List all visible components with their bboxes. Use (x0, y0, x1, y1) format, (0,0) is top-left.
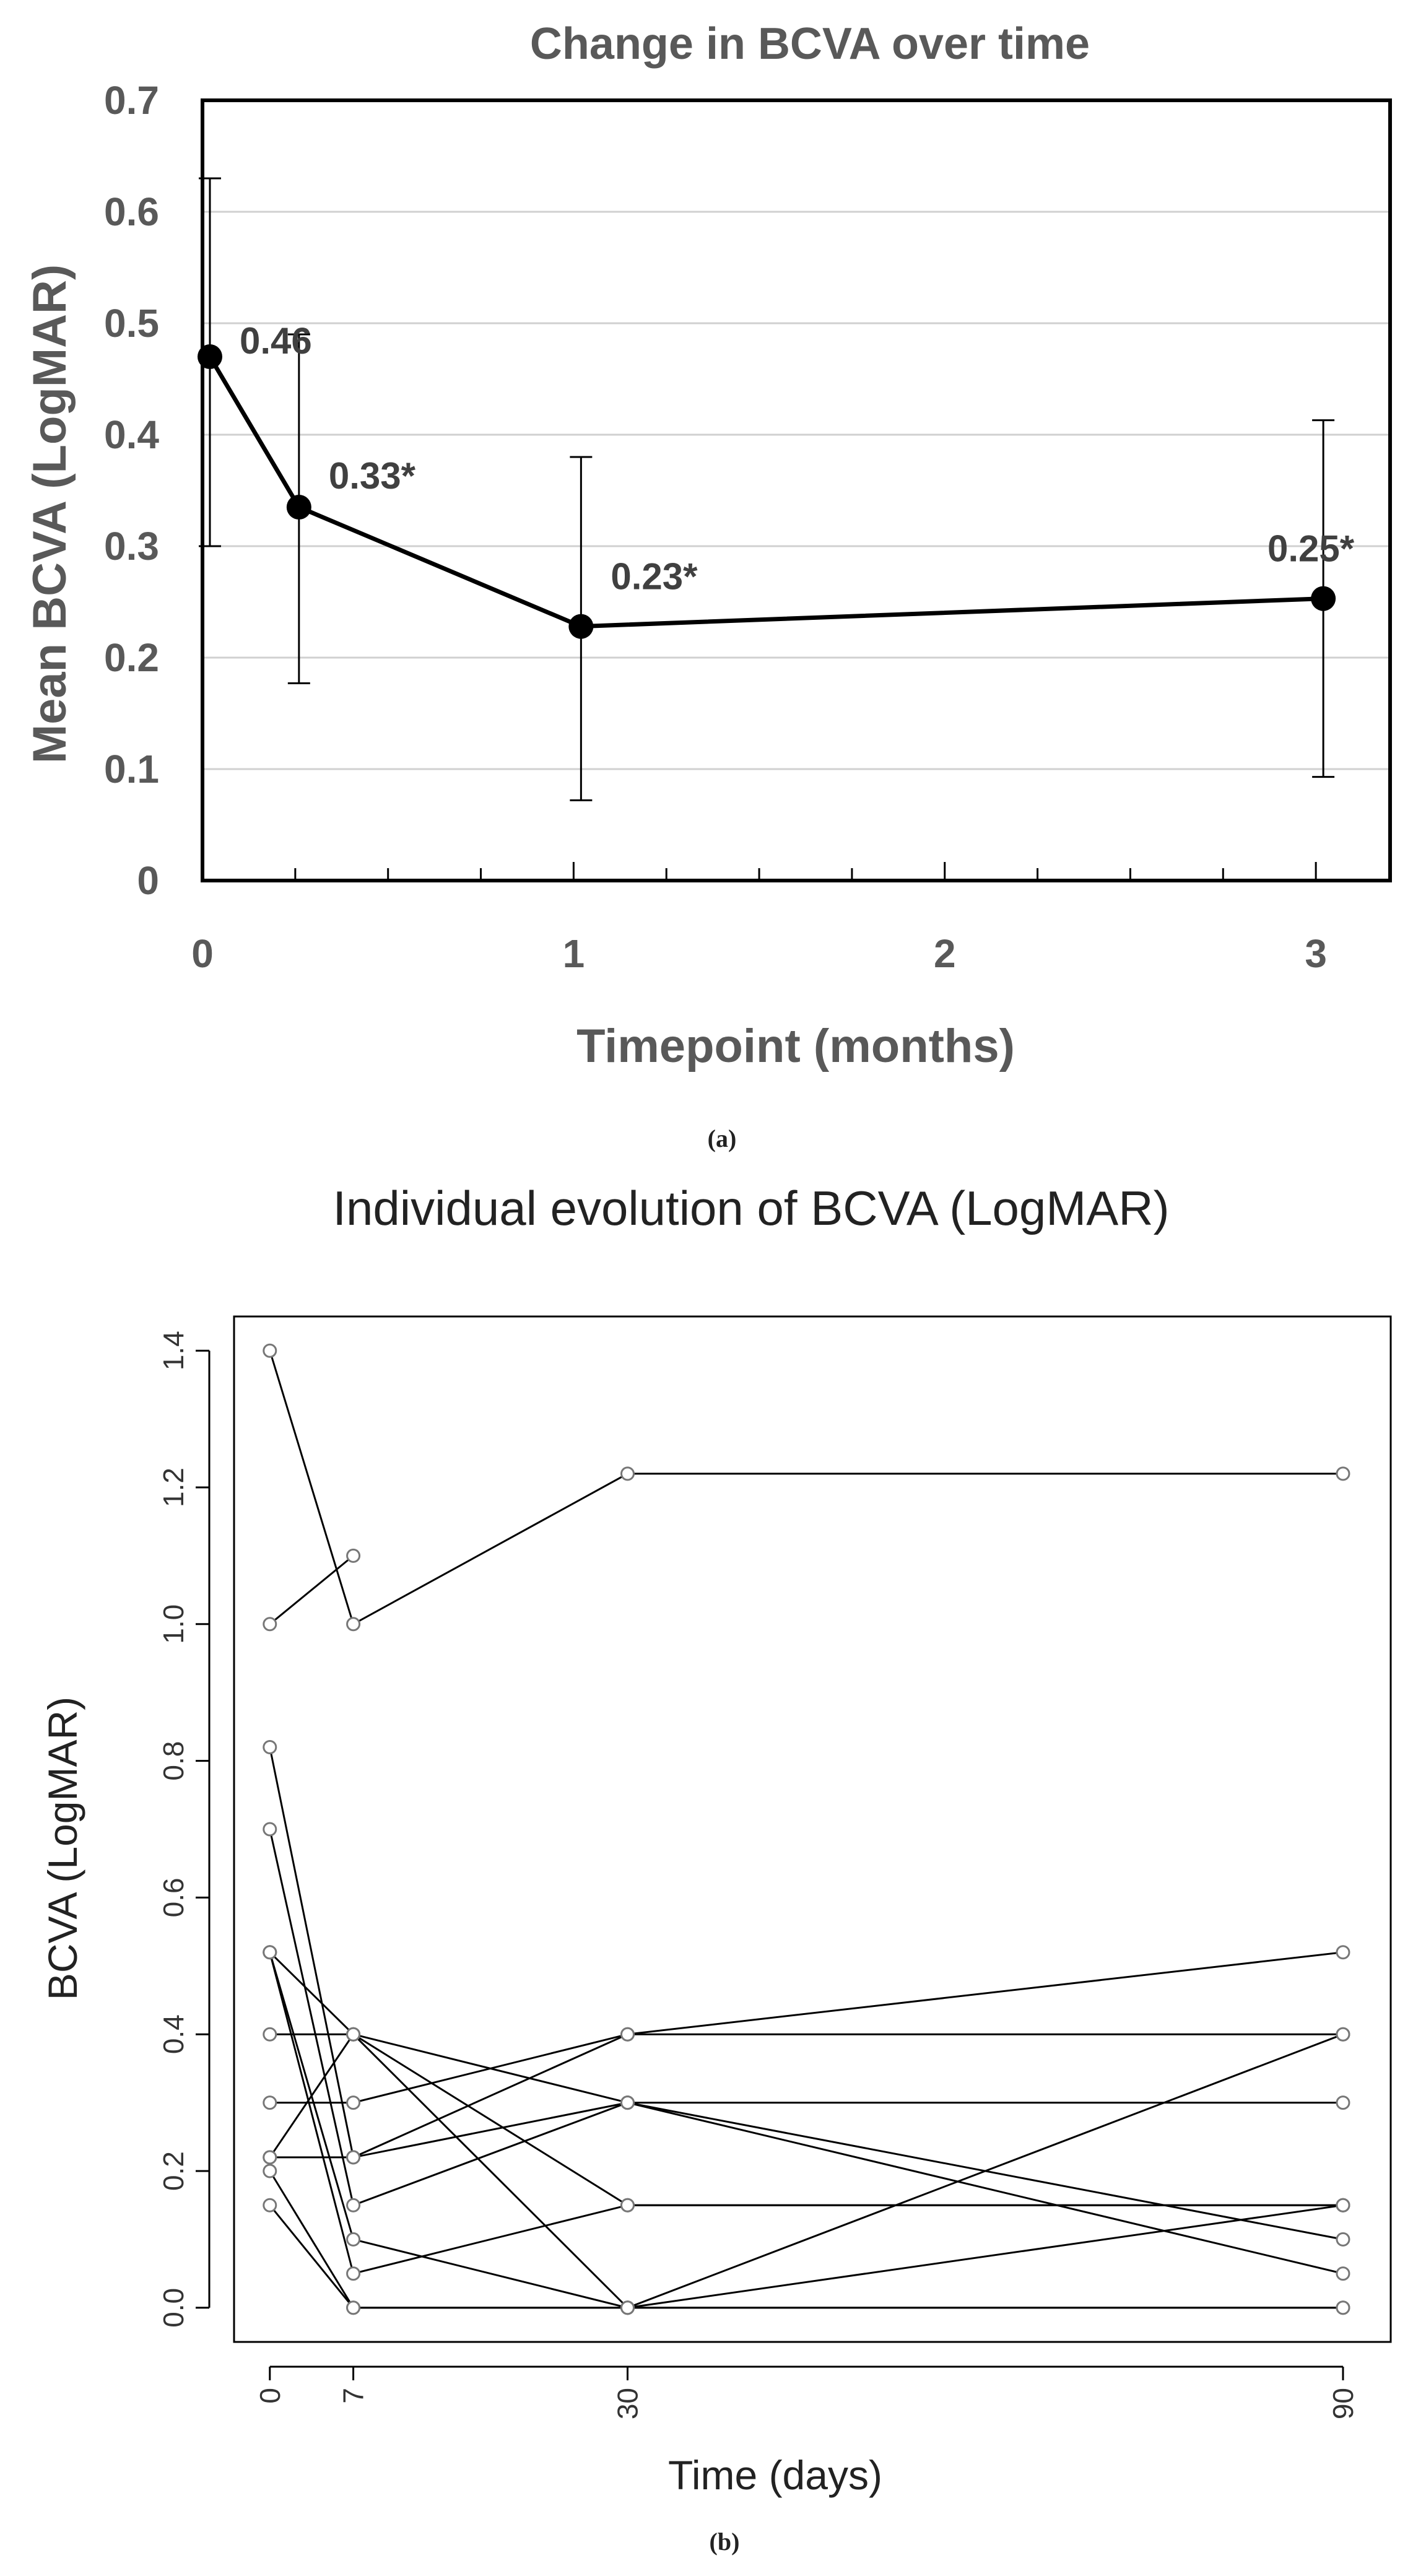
chart-b-y-tick-label: 0.6 (157, 1878, 189, 1917)
chart-a-data-point (286, 495, 311, 520)
chart-b-point-patient-13 (263, 2198, 277, 2213)
chart-b-point-patient-1 (346, 1617, 361, 1632)
chart-a-y-tick-label: 0.4 (104, 412, 159, 457)
chart-b-y-axis: 0.0 0.2 0.4 0.6 0.8 1.0 1.2 1.4 (157, 1331, 211, 2328)
panel-a-mean-bcva-chart: Change in BCVA over time 0 0.1 0.2 0.3 0.4 0.… (24, 19, 1392, 1152)
chart-b-point-patient-13 (346, 2300, 361, 2315)
chart-a-gridlines (202, 211, 1390, 770)
chart-b-point-patient-13 (620, 2300, 635, 2315)
chart-b-y-tick-label: 0.8 (157, 1741, 189, 1781)
chart-b-line-patient-5 (269, 1951, 1344, 2309)
chart-b-point-patient-10 (1336, 2266, 1350, 2281)
chart-b-point-patient-9 (263, 2095, 277, 2110)
chart-b-line-patient-9 (269, 1951, 1344, 2104)
chart-a-x-tick-label: 1 (563, 931, 585, 976)
chart-b-line-patient-1 (269, 1350, 1343, 1626)
chart-b-point-patient-9 (346, 2095, 361, 2110)
chart-b-point-patient-4 (1336, 2232, 1350, 2247)
chart-a-series-line (207, 355, 1324, 629)
chart-b-line-patient-11 (269, 2033, 1343, 2159)
chart-a-x-tick-labels: 0 1 2 3 (191, 931, 1327, 976)
chart-a-data-point (568, 614, 594, 639)
chart-b-y-tick-label: 0.4 (157, 2014, 189, 2054)
chart-b-point-patient-8 (620, 2198, 635, 2213)
chart-a-y-tick-labels: 0 0.1 0.2 0.3 0.4 0.5 0.6 0.7 (104, 78, 159, 903)
chart-b-point-patient-10 (346, 2027, 361, 2042)
chart-b-point-patient-4 (263, 1822, 277, 1837)
chart-a-x-axis-label: Timepoint (months) (576, 1020, 1015, 1073)
chart-b-point-patient-6 (346, 2232, 361, 2247)
chart-b-x-tick-label: 7 (337, 2388, 370, 2404)
chart-b-line-patient-8 (269, 2033, 1343, 2206)
chart-b-line-patient-3 (269, 1747, 1343, 2159)
chart-b-patient-lines (269, 1350, 1344, 2309)
chart-b-point-patient-10 (620, 2095, 635, 2110)
chart-b-x-tick-label: 30 (612, 2388, 644, 2419)
chart-a-data-label: 0.46 (240, 320, 312, 362)
chart-b-y-axis-label: BCVA (LogMAR) (40, 1697, 85, 2000)
chart-a-data-label: 0.25* (1267, 528, 1355, 570)
chart-a-data-point (1311, 586, 1336, 611)
chart-b-point-patient-8 (263, 2027, 277, 2042)
chart-a-x-tick-label: 2 (934, 931, 956, 976)
chart-b-point-patient-1 (1336, 1466, 1350, 1481)
chart-a-y-tick-label: 0.3 (104, 524, 159, 568)
chart-b-x-axis: 0 7 30 90 (254, 2365, 1359, 2419)
chart-b-point-patient-12 (263, 2164, 277, 2178)
chart-b-point-patient-2 (346, 1548, 361, 1563)
chart-a-data-points (197, 344, 1336, 639)
chart-b-y-tick-label: 1.4 (157, 1331, 189, 1370)
chart-b-line-patient-13 (269, 2204, 1343, 2309)
panel-a-label: (a) (708, 1125, 737, 1152)
chart-b-point-patient-8 (1336, 2198, 1350, 2213)
chart-b-x-tick-label: 0 (254, 2388, 286, 2404)
chart-b-y-tick-label: 1.2 (157, 1468, 189, 1507)
chart-b-point-patient-9 (1336, 1945, 1350, 1960)
chart-b-line-patient-7 (269, 1952, 1343, 2275)
chart-b-point-patient-2 (263, 1617, 277, 1632)
chart-b-point-patient-11 (263, 2150, 277, 2165)
chart-a-mean-line (207, 355, 1324, 629)
chart-b-x-tick-label: 90 (1327, 2388, 1359, 2419)
chart-b-point-patient-11 (346, 2150, 361, 2165)
chart-a-y-tick-label: 0.2 (104, 635, 159, 680)
chart-b-point-patient-11 (1336, 2027, 1350, 2042)
chart-b-point-patient-7 (346, 2266, 361, 2281)
chart-a-y-tick-label: 0.1 (104, 747, 159, 791)
chart-b-plot-frame (233, 1315, 1392, 2343)
chart-a-x-tick-label: 3 (1305, 931, 1327, 976)
chart-a-y-tick-label: 0.5 (104, 301, 159, 346)
chart-b-point-patient-4 (346, 2198, 361, 2213)
chart-b-y-tick-label: 0.0 (157, 2288, 189, 2328)
chart-b-point-patient-7 (263, 1945, 277, 1960)
chart-a-y-axis-label: Mean BCVA (LogMAR) (24, 264, 76, 764)
panel-b-label: (b) (710, 2528, 740, 2556)
chart-b-line-patient-10 (269, 2033, 1344, 2275)
panel-b-individual-bcva-chart: Individual evolution of BCVA (LogMAR) 0.… (40, 1181, 1392, 2556)
chart-b-line-patient-2 (269, 1555, 354, 1625)
chart-b-y-tick-label: 1.0 (157, 1604, 189, 1644)
chart-b-point-patient-1 (263, 1343, 277, 1358)
chart-b-title: Individual evolution of BCVA (LogMAR) (333, 1181, 1169, 1235)
chart-b-point-patient-1 (620, 1466, 635, 1481)
chart-a-x-tick-label: 0 (191, 931, 214, 976)
chart-b-x-axis-label: Time (days) (668, 2452, 882, 2498)
chart-a-y-tick-label: 0.6 (104, 189, 159, 234)
chart-b-patient-points (263, 1343, 1350, 2315)
chart-a-data-labels: 0.46 0.33* 0.23* 0.25* (240, 320, 1355, 598)
chart-b-y-tick-label: 0.2 (157, 2151, 189, 2191)
chart-b-point-patient-3 (263, 1740, 277, 1755)
chart-a-x-minor-ticks (294, 862, 1317, 881)
chart-a-title: Change in BCVA over time (530, 19, 1090, 69)
chart-b-point-patient-3 (1336, 2095, 1350, 2110)
chart-a-y-tick-label: 0 (137, 858, 159, 903)
chart-b-point-patient-13 (1336, 2300, 1350, 2315)
chart-a-data-label: 0.23* (611, 556, 698, 598)
chart-a-plot-frame (201, 98, 1392, 882)
chart-a-y-tick-label: 0.7 (104, 78, 159, 123)
chart-a-data-point (197, 344, 222, 369)
chart-b-point-patient-11 (620, 2027, 635, 2042)
chart-a-data-label: 0.33* (329, 455, 416, 497)
